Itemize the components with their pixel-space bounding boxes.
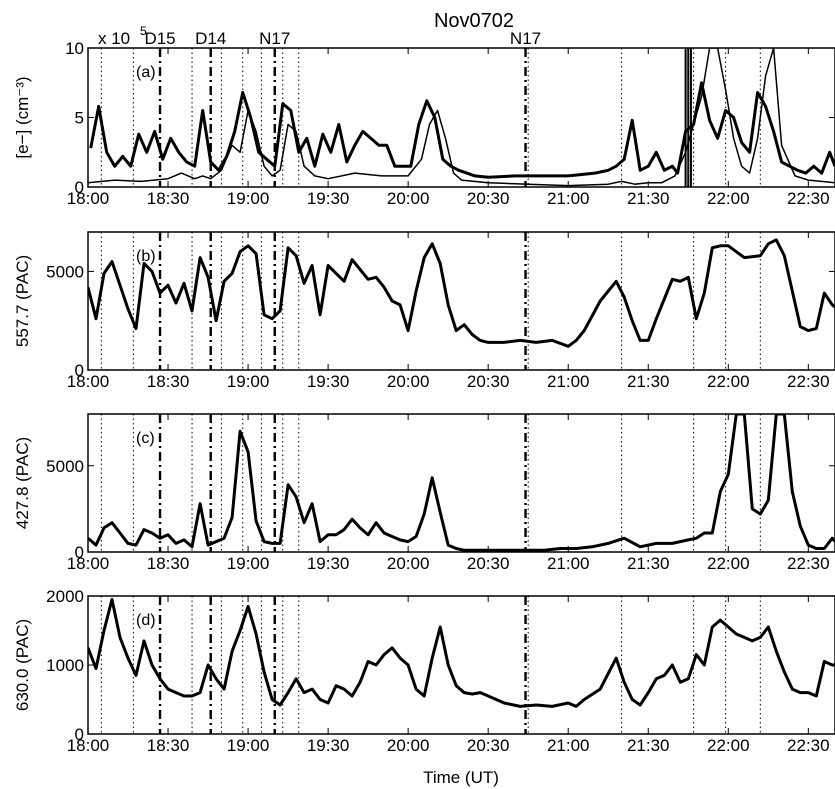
panel-a: 18:00 18:30 19:00 19:30 20:00 20:30 21:00 21:30… — [13, 39, 835, 208]
series-line-thick — [88, 414, 835, 552]
x-tick-label: 18:30 — [147, 189, 190, 208]
x-tick-label: 18:00 — [67, 372, 110, 391]
x-tick-label: 20:00 — [387, 189, 430, 208]
y-tick-label: 1000 — [46, 656, 84, 675]
y-tick-label: 0 — [75, 361, 84, 380]
panel-label: (b) — [136, 248, 156, 265]
x-tick-label: 18:30 — [147, 554, 190, 573]
x-tick-label: 21:00 — [547, 554, 590, 573]
y-axis-label: 557.7 (PAC) — [13, 255, 32, 347]
x-tick-label: 18:00 — [67, 736, 110, 755]
top-event-labels: D15 D14 N17 N17 — [144, 29, 541, 48]
x-tick-label: 22:30 — [787, 189, 830, 208]
x-tick-label: 22:30 — [787, 736, 830, 755]
x-tick-label: 21:30 — [627, 372, 670, 391]
x-tick-label: 20:30 — [467, 736, 510, 755]
exponent-power: 5 — [140, 24, 147, 38]
x-tick-label: 22:00 — [707, 189, 750, 208]
y-axis-label: 630.0 (PAC) — [13, 619, 32, 711]
x-tick-label: 21:00 — [547, 736, 590, 755]
x-tick-label: 21:30 — [627, 189, 670, 208]
x-tick-label: 22:00 — [707, 372, 750, 391]
axes-box — [87, 595, 835, 735]
x-tick-label: 22:00 — [707, 554, 750, 573]
panel-label: (d) — [136, 612, 156, 629]
x-tick-label: 20:00 — [387, 554, 430, 573]
x-tick-label: 18:30 — [147, 372, 190, 391]
x-tick-label: 21:30 — [627, 554, 670, 573]
y-axis-label: [e−] (cm⁻³) — [13, 76, 32, 158]
x-tick-label: 19:00 — [227, 736, 270, 755]
panel-label: (c) — [136, 430, 155, 447]
x-tick-label: 20:00 — [387, 736, 430, 755]
x-tick-label: 22:30 — [787, 554, 830, 573]
x-tick-label: 19:30 — [307, 736, 350, 755]
figure-title: Nov0702 — [434, 10, 514, 32]
y-tick-label: 5000 — [46, 262, 84, 281]
x-tick-label: 19:30 — [307, 554, 350, 573]
axes-box — [87, 413, 835, 553]
x-axis-label: Time (UT) — [423, 768, 499, 787]
x-tick-label: 19:00 — [227, 554, 270, 573]
y-tick-label: 5000 — [46, 457, 84, 476]
panel-b: 18:00 18:30 19:00 19:30 20:00 20:30 21:00 21:30… — [13, 231, 835, 391]
panel-d: 18:00 18:30 19:00 19:30 20:00 20:30 21:00 21:30… — [13, 587, 835, 755]
x-tick-label: 19:00 — [227, 189, 270, 208]
panels: 18:00 18:30 19:00 19:30 20:00 20:30 21:00 21:30… — [13, 39, 835, 755]
x-tick-label: 21:30 — [627, 736, 670, 755]
y-tick-label: 0 — [75, 178, 84, 197]
event-label: D14 — [195, 29, 226, 48]
x-tick-label: 18:00 — [67, 554, 110, 573]
event-label: N17 — [259, 29, 290, 48]
series-line-thick — [89, 81, 835, 179]
y-tick-label: 2000 — [46, 587, 84, 606]
x-tick-label: 22:30 — [787, 372, 830, 391]
y-tick-label: 0 — [75, 543, 84, 562]
x-tick-label: 19:00 — [227, 372, 270, 391]
x-tick-label: 20:30 — [467, 554, 510, 573]
event-label: N17 — [510, 29, 541, 48]
x-tick-label: 18:00 — [67, 189, 110, 208]
panel-label: (a) — [136, 64, 156, 81]
x-tick-label: 20:30 — [467, 372, 510, 391]
panel-c: 18:00 18:30 19:00 19:30 20:00 20:30 21:00 21:30… — [13, 413, 835, 573]
y-tick-label: 0 — [75, 725, 84, 744]
event-label: D15 — [144, 29, 175, 48]
series-line-thin — [88, 48, 835, 187]
x-tick-label: 21:00 — [547, 372, 590, 391]
exponent-base: x 10 — [98, 29, 130, 48]
series-line-thick — [88, 238, 835, 348]
series-line-thick — [88, 598, 835, 708]
x-tick-label: 22:00 — [707, 736, 750, 755]
x-tick-label: 21:00 — [547, 189, 590, 208]
y-tick-label: 5 — [75, 109, 84, 128]
x-tick-label: 19:30 — [307, 372, 350, 391]
x-tick-label: 20:00 — [387, 372, 430, 391]
y-tick-label: 10 — [65, 39, 84, 58]
axes-box — [87, 231, 835, 371]
x-tick-label: 18:30 — [147, 736, 190, 755]
x-tick-label: 20:30 — [467, 189, 510, 208]
x-tick-label: 19:30 — [307, 189, 350, 208]
exponent-label: x 10 5 — [98, 24, 147, 48]
y-axis-label: 427.8 (PAC) — [13, 437, 32, 529]
